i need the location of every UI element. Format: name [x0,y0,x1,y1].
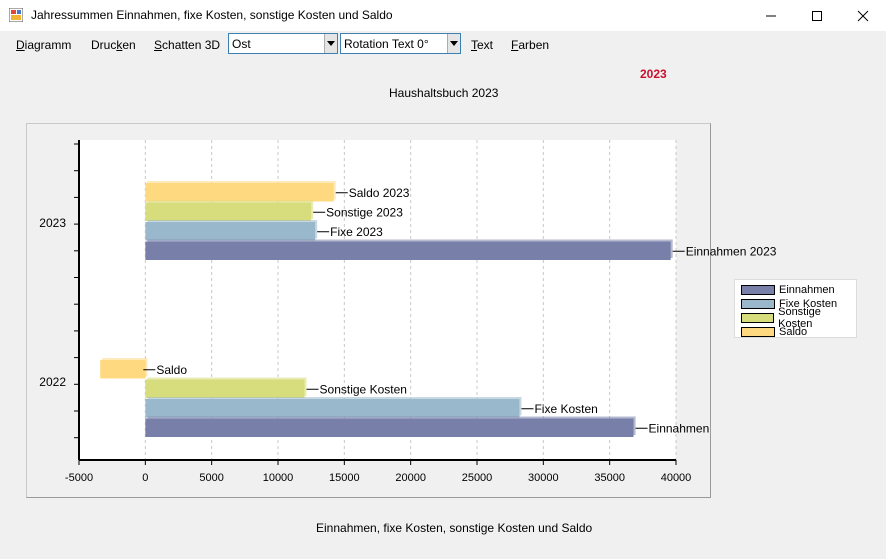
year-label: 2023 [640,67,667,81]
legend-swatch [741,313,775,323]
chart-footer-caption: Einnahmen, fixe Kosten, sonstige Kosten … [316,521,593,535]
maximize-icon [812,10,822,21]
y-category-label: 2023 [39,216,66,230]
bar [145,418,634,437]
chevron-down-icon[interactable] [447,34,460,53]
direction-select-value: Ost [232,37,251,51]
x-tick-label: 5000 [199,472,223,484]
legend-swatch [741,299,775,309]
rotation-select[interactable]: Rotation Text 0° [340,33,461,54]
legend-swatch [741,327,775,337]
bar [145,202,312,221]
legend-swatch [741,285,775,295]
x-tick-label: 30000 [528,472,559,484]
menu-text[interactable]: Text [471,38,494,52]
legend-item: Sonstige Kosten [741,306,856,330]
legend-label: Sonstige Kosten [778,306,821,330]
chart-legend: Einnahmen Fixe Kosten Sonstige Kosten Saldo [734,279,857,338]
close-button[interactable] [840,0,886,31]
x-tick-label: 25000 [462,472,493,484]
data-label: Fixe 2023 [330,225,383,239]
data-label: Fixe Kosten [534,402,597,416]
direction-select[interactable]: Ost [228,33,338,54]
window-title: Jahressummen Einnahmen, fixe Kosten, son… [31,8,393,22]
bar [145,222,316,241]
chart-title: Haushaltsbuch 2023 [389,86,499,100]
menu-farben[interactable]: Farben [511,38,550,52]
x-tick-label: 20000 [395,472,426,484]
rotation-select-value: Rotation Text 0° [344,37,429,51]
x-tick-label: 0 [142,472,148,484]
bar [145,379,305,398]
legend-label: Einnahmen [779,284,835,296]
app-icon [9,8,23,22]
y-category-label: 2022 [39,375,66,389]
x-tick-label: 40000 [661,472,692,484]
minimize-button[interactable] [748,0,794,31]
legend-item: Saldo [741,326,807,338]
data-label: Einnahmen 2023 [686,244,777,258]
bar [100,360,146,379]
menu-schatten-3d[interactable]: Schatten 3D [154,38,221,52]
bar [145,399,520,418]
data-label: Einnahmen [649,421,710,435]
menu-bar: Diagramm Drucken Schatten 3D Text Farben [0,31,886,59]
maximize-button[interactable] [794,0,840,31]
bar [145,241,671,260]
legend-item: Fixe Kosten [741,298,837,310]
data-label: Sonstige 2023 [326,205,403,219]
close-icon [857,10,869,21]
legend-label: Fixe Kosten [779,298,838,310]
menu-diagramm[interactable]: Diagramm [16,38,72,52]
chevron-down-icon[interactable] [324,34,337,53]
menu-drucken[interactable]: Drucken [91,38,136,52]
data-label: Sonstige Kosten [320,382,407,396]
x-tick-label: -5000 [65,472,93,484]
x-tick-label: 15000 [329,472,360,484]
x-tick-label: 35000 [594,472,625,484]
legend-label: Saldo [779,326,808,338]
data-label: Saldo [156,363,187,377]
minimize-icon [766,15,776,16]
bar [145,183,334,202]
x-tick-label: 10000 [263,472,294,484]
title-bar: Jahressummen Einnahmen, fixe Kosten, son… [0,0,886,31]
legend-item: Einnahmen [741,284,835,296]
data-label: Saldo 2023 [349,186,410,200]
